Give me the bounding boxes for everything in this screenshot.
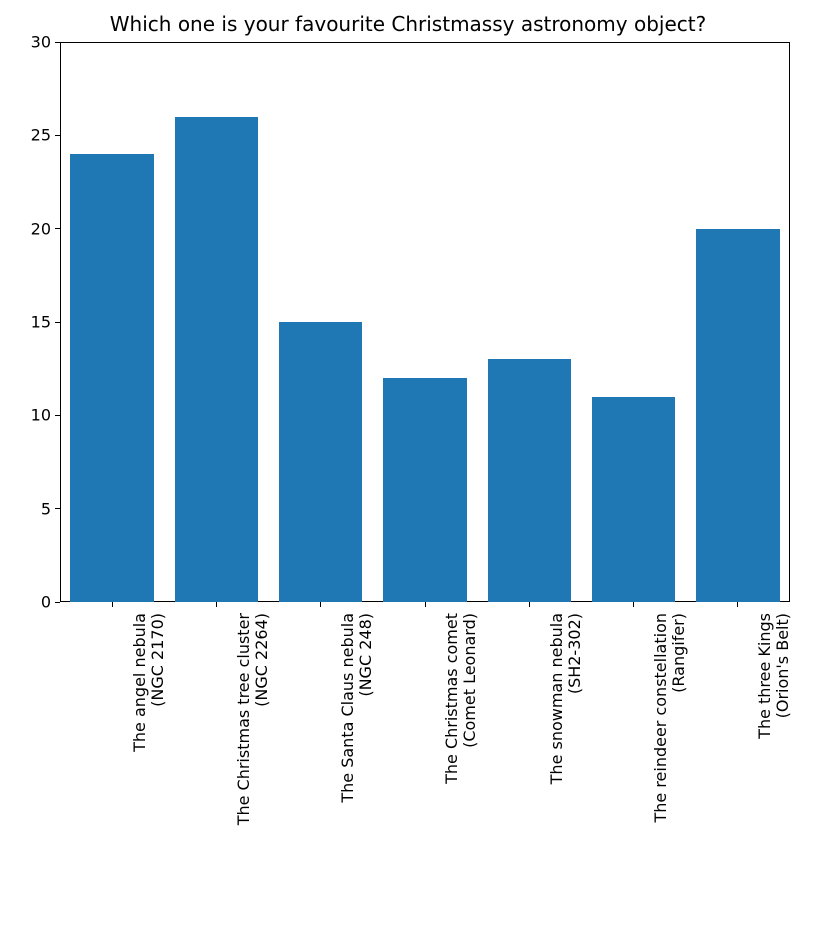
figure: Which one is your favourite Christmassy … [0,0,816,907]
xtick-label-line2: (NGC 2170) [149,613,167,933]
xtick-label: The angel nebula(NGC 2170) [131,613,168,933]
xtick-mark [112,602,113,607]
xtick-label-line2: (Rangifer) [670,613,688,933]
xtick-mark [633,602,634,607]
ytick-label: 10 [1,406,51,425]
xtick-mark [425,602,426,607]
xtick-label: The reindeer constellation(Rangifer) [652,613,689,933]
xtick-label-line2: (Comet Leonard) [462,613,480,933]
ytick-mark [55,508,60,509]
ytick-label: 30 [1,33,51,52]
xtick-mark [529,602,530,607]
xtick-label-line2: (SH2-302) [566,613,584,933]
bar [592,397,675,602]
plot-area: 051015202530The angel nebula(NGC 2170)Th… [60,42,790,602]
xtick-label-line1: The Christmas comet [443,613,461,933]
spine-top [60,42,790,43]
bar [488,359,571,602]
bar [70,154,153,602]
xtick-label: The Christmas tree cluster(NGC 2264) [235,613,272,933]
xtick-label: The Christmas comet(Comet Leonard) [443,613,480,933]
ytick-label: 5 [1,499,51,518]
bar [696,229,779,602]
xtick-mark [320,602,321,607]
ytick-label: 20 [1,219,51,238]
xtick-mark [737,602,738,607]
bar [175,117,258,602]
ytick-mark [55,602,60,603]
xtick-label-line2: (NGC 248) [358,613,376,933]
chart-title: Which one is your favourite Christmassy … [0,12,816,36]
xtick-label: The snowman nebula(SH2-302) [548,613,585,933]
xtick-label-line1: The snowman nebula [548,613,566,933]
ytick-label: 25 [1,126,51,145]
ytick-mark [55,42,60,43]
xtick-label: The three Kings(Orion's Belt) [756,613,793,933]
xtick-label-line1: The reindeer constellation [652,613,670,933]
xtick-label-line1: The angel nebula [131,613,149,933]
ytick-mark [55,322,60,323]
xtick-mark [216,602,217,607]
spine-right [789,42,790,602]
xtick-label-line2: (NGC 2264) [253,613,271,933]
spine-left [60,42,61,602]
xtick-label-line1: The Santa Claus nebula [339,613,357,933]
xtick-label-line2: (Orion's Belt) [775,613,793,933]
bar [279,322,362,602]
ytick-label: 0 [1,593,51,612]
ytick-mark [55,228,60,229]
xtick-label: The Santa Claus nebula(NGC 248) [339,613,376,933]
ytick-mark [55,415,60,416]
xtick-label-line1: The three Kings [756,613,774,933]
bar [383,378,466,602]
ytick-mark [55,135,60,136]
xtick-label-line1: The Christmas tree cluster [235,613,253,933]
ytick-label: 15 [1,313,51,332]
